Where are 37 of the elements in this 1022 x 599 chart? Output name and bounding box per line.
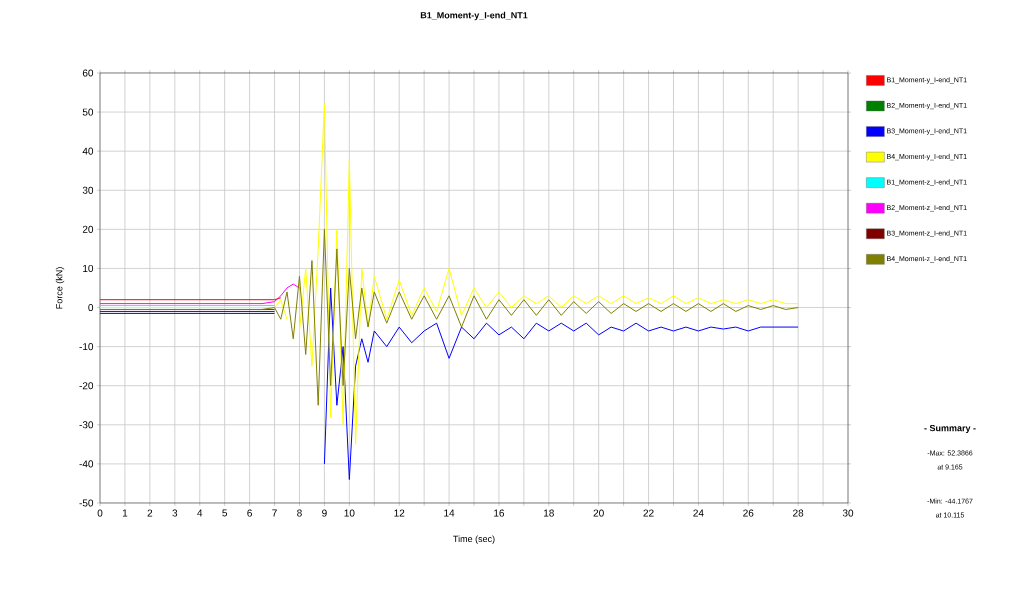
x-tick-label: 16 bbox=[494, 509, 505, 517]
x-axis-title: Time (sec) bbox=[453, 535, 495, 544]
x-tick-label: 26 bbox=[743, 509, 754, 517]
x-tick-label: 18 bbox=[544, 509, 554, 517]
x-tick-label: 28 bbox=[793, 509, 804, 517]
x-tick-label: 7 bbox=[272, 509, 277, 517]
y-tick-label: -30 bbox=[79, 421, 94, 429]
x-tick-label: 1 bbox=[122, 509, 128, 517]
y-tick-label: 60 bbox=[82, 69, 94, 77]
y-tick-label: 40 bbox=[82, 147, 94, 155]
x-tick-label: 9 bbox=[322, 509, 327, 517]
y-tick-label: -50 bbox=[79, 499, 94, 507]
y-tick-label: -20 bbox=[79, 382, 94, 390]
y-tick-label: 50 bbox=[82, 108, 94, 116]
x-tick-label: 3 bbox=[172, 509, 178, 517]
text: - Summary - bbox=[924, 424, 976, 434]
x-tick-label: 2 bbox=[147, 509, 153, 517]
x-tick-label: 4 bbox=[197, 509, 203, 517]
x-tick-label: 5 bbox=[222, 509, 228, 517]
x-tick-label: 8 bbox=[297, 509, 302, 517]
x-tick-label: 12 bbox=[394, 509, 405, 517]
chart-title: B1_Moment-y_I-end_NT1 bbox=[420, 11, 528, 21]
x-tick-label: 14 bbox=[444, 509, 455, 517]
x-tick-label: 0 bbox=[97, 509, 103, 517]
y-tick-label: 30 bbox=[82, 186, 94, 194]
y-tick-label: -40 bbox=[79, 460, 94, 468]
y-tick-label: -10 bbox=[79, 343, 94, 351]
y-axis-title: Force (kN) bbox=[55, 267, 65, 309]
y-tick-label: 0 bbox=[88, 303, 94, 312]
x-tick-label: 10 bbox=[344, 509, 355, 517]
x-tick-label: 30 bbox=[842, 509, 854, 517]
x-tick-label: 20 bbox=[593, 509, 604, 517]
y-tick-label: 20 bbox=[82, 225, 94, 233]
y-tick-label: 10 bbox=[83, 264, 94, 272]
x-tick-label: 22 bbox=[643, 509, 654, 517]
x-tick-label: 24 bbox=[693, 509, 704, 517]
x-tick-label: 6 bbox=[247, 509, 252, 517]
